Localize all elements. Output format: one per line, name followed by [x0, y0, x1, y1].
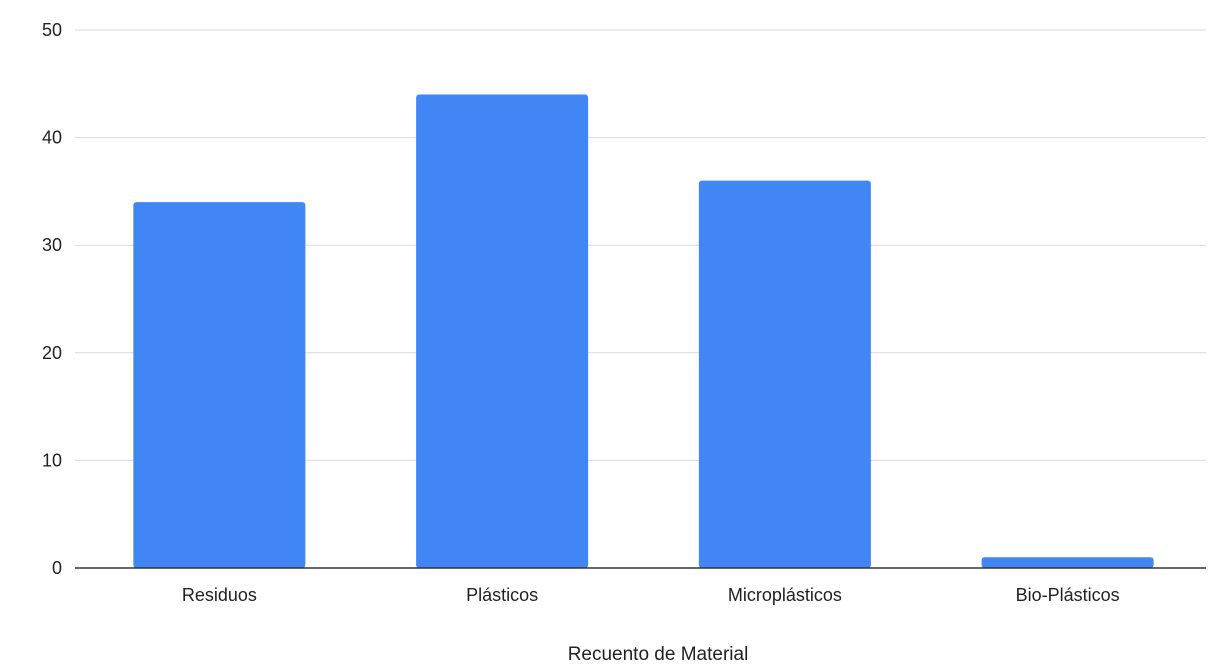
bars — [133, 94, 1154, 568]
y-tick-label: 50 — [42, 20, 62, 40]
bar-residuos[interactable] — [133, 202, 306, 568]
bar-microplásticos[interactable] — [698, 180, 871, 568]
y-tick-label: 10 — [42, 450, 62, 470]
y-axis-tick-labels: 0 10 20 30 40 50 — [42, 20, 62, 578]
x-tick-label: Bio-Plásticos — [1016, 585, 1120, 605]
y-tick-label: 0 — [52, 558, 62, 578]
y-tick-label: 40 — [42, 128, 62, 148]
x-tick-label: Plásticos — [466, 585, 538, 605]
x-tick-label: Residuos — [182, 585, 257, 605]
x-tick-label: Microplásticos — [728, 585, 842, 605]
y-tick-label: 20 — [42, 343, 62, 363]
bar-plásticos[interactable] — [416, 94, 589, 568]
y-tick-label: 30 — [42, 235, 62, 255]
x-axis-tick-labels: Residuos Plásticos Microplásticos Bio-Plást… — [182, 585, 1120, 605]
x-axis-title: Recuento de Material — [568, 644, 749, 665]
bar-bio-plásticos[interactable] — [981, 557, 1154, 568]
